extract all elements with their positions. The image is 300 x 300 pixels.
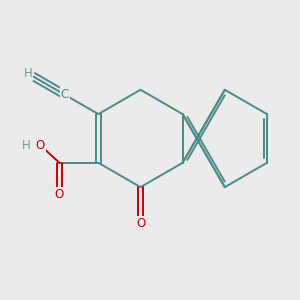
Text: H: H (22, 139, 30, 152)
Text: O: O (55, 188, 64, 201)
Text: O: O (136, 217, 145, 230)
Text: O: O (36, 139, 45, 152)
Text: H: H (24, 68, 32, 80)
Text: C: C (61, 88, 69, 101)
